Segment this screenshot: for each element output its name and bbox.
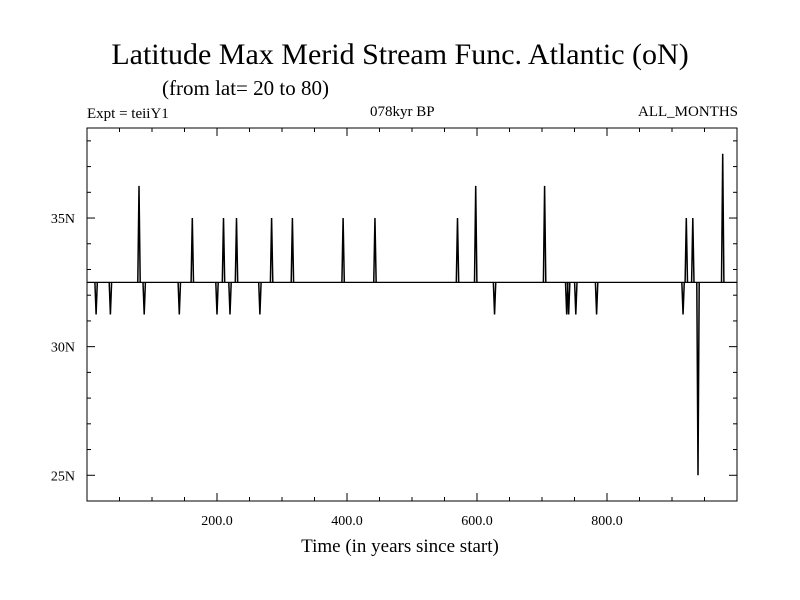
data-spike	[142, 282, 147, 315]
x-tick-label: 200.0	[201, 514, 233, 529]
plot-frame	[86, 127, 738, 502]
data-spike	[257, 282, 262, 315]
y-tick-label: 30N	[51, 341, 75, 356]
x-tick-label: 400.0	[331, 514, 363, 529]
data-spike	[177, 282, 182, 315]
data-spike	[341, 218, 346, 283]
data-spike	[594, 282, 599, 315]
axis-ticks	[87, 128, 737, 502]
data-spike	[720, 153, 725, 283]
data-spike	[234, 218, 239, 283]
data-spike	[373, 218, 377, 283]
data-spike	[108, 282, 113, 315]
data-spike	[473, 185, 478, 283]
data-spike	[566, 282, 571, 315]
axis-tick-labels: 200.0 400.0 600.0 800.0 25N 30N 35N	[51, 212, 623, 529]
chart-title: Latitude Max Merid Stream Func. Atlantic…	[111, 38, 689, 71]
x-axis-label: Time (in years since start)	[301, 536, 499, 557]
data-spike	[290, 218, 295, 283]
data-spike	[542, 185, 547, 283]
data-spike	[137, 185, 141, 283]
data-spike	[228, 282, 232, 315]
y-tick-label: 35N	[51, 212, 75, 227]
months-label: ALL_MONTHS	[638, 104, 738, 120]
data-spike	[690, 218, 695, 283]
data-spike	[94, 282, 99, 315]
period-label: 078kyr BP	[370, 104, 435, 120]
data-spike	[573, 282, 578, 315]
data-spike	[215, 282, 219, 315]
experiment-label: Expt = teiiY1	[87, 106, 169, 122]
data-spike	[269, 218, 274, 283]
x-tick-label: 600.0	[461, 514, 493, 529]
data-spike	[492, 282, 497, 315]
data-spike	[681, 282, 685, 315]
data-spike	[190, 218, 195, 283]
data-spike	[696, 282, 700, 476]
data-spike	[221, 218, 226, 283]
data-spike	[455, 218, 460, 283]
y-tick-label: 25N	[51, 469, 75, 484]
x-tick-label: 800.0	[591, 514, 623, 529]
data-spike	[684, 218, 689, 283]
data-series	[87, 153, 737, 476]
chart-subtitle: (from lat= 20 to 80)	[162, 76, 329, 100]
